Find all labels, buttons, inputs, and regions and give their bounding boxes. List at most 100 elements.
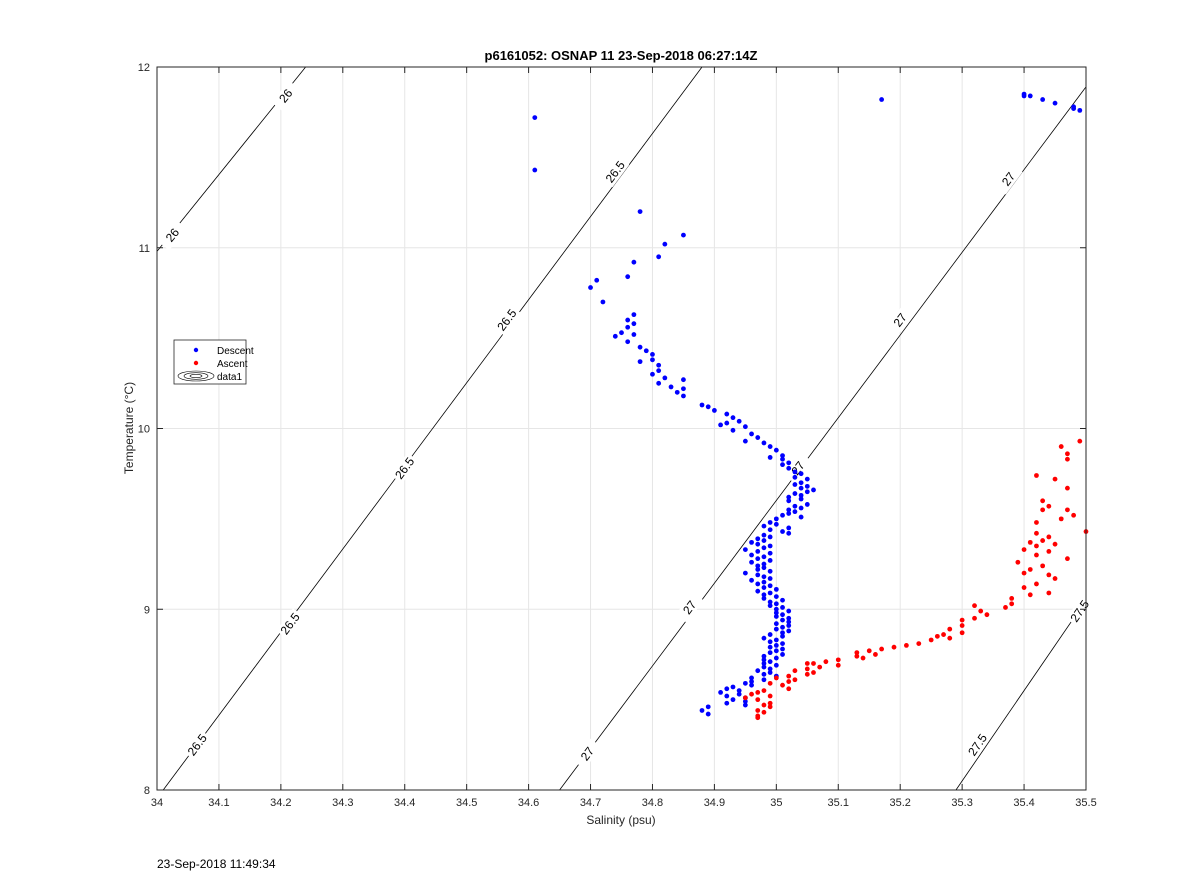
descent-point: [767, 650, 773, 656]
ascent-point: [1003, 605, 1008, 610]
descent-point: [798, 505, 804, 511]
ascent-point: [792, 668, 798, 674]
ascent-point: [1009, 596, 1015, 601]
descent-point: [631, 312, 637, 318]
ascent-point: [866, 648, 872, 654]
ascent-point: [1065, 556, 1070, 562]
descent-point: [786, 498, 792, 504]
contour-line-27: [559, 86, 1087, 791]
descent-point: [780, 612, 785, 618]
descent-point: [792, 509, 798, 515]
contour-label-bg: [994, 163, 1023, 195]
descent-point: [619, 330, 624, 336]
descent-point: [742, 699, 748, 704]
descent-point: [742, 547, 748, 553]
descent-point: [804, 502, 810, 507]
ascent-point: [761, 702, 767, 708]
ascent-point: [1077, 438, 1083, 444]
descent-point: [780, 462, 785, 468]
descent-point: [767, 583, 773, 589]
descent-point: [780, 633, 785, 639]
legend-box: [173, 339, 247, 385]
descent-point: [761, 523, 767, 529]
descent-point: [773, 614, 779, 619]
descent-point: [780, 630, 785, 636]
contour-label-bg: [158, 219, 187, 251]
descent-point: [594, 277, 600, 283]
contour-label-bg: [271, 80, 301, 112]
descent-point: [1071, 106, 1077, 111]
descent-point: [755, 581, 761, 587]
contour-label-bg: [1066, 595, 1094, 627]
ascent-point: [804, 671, 810, 677]
ascent-point: [959, 630, 965, 636]
ascent-point: [860, 655, 866, 661]
contour-label-bg: [886, 304, 915, 336]
descent-point: [656, 380, 662, 386]
ascent-point: [1027, 567, 1033, 572]
ascent-point: [1046, 572, 1052, 578]
descent-point: [631, 259, 637, 265]
descent-point: [780, 652, 785, 657]
descent-point: [656, 362, 662, 368]
descent-point: [761, 538, 767, 543]
descent-point: [804, 489, 810, 495]
x-tick-label: 35.5: [1075, 797, 1096, 809]
descent-point: [761, 653, 767, 659]
descent-point: [786, 494, 792, 500]
descent-point: [761, 561, 767, 567]
descent-point: [761, 596, 767, 601]
descent-point: [761, 532, 767, 538]
descent-point: [724, 420, 730, 426]
ascent-point: [811, 670, 816, 675]
ascent-point: [761, 709, 767, 715]
contour-label-bg: [573, 738, 602, 770]
descent-point: [761, 585, 767, 590]
descent-point: [780, 641, 785, 646]
ascent-point: [1040, 538, 1046, 543]
contour-label-bg: [390, 452, 419, 484]
descent-point: [755, 541, 761, 547]
descent-point: [767, 576, 773, 581]
descent-point: [755, 536, 761, 542]
ascent-point: [873, 652, 878, 657]
descent-point: [705, 711, 711, 717]
descent-point: [650, 371, 655, 377]
descent-point: [773, 601, 779, 607]
descent-point: [767, 444, 773, 449]
ascent-point: [1065, 485, 1070, 491]
descent-point: [767, 644, 773, 650]
descent-point: [773, 662, 779, 668]
descent-point: [724, 411, 730, 417]
descent-point: [662, 375, 668, 381]
x-tick-label: 34.8: [642, 797, 663, 809]
y-tick-label: 12: [138, 62, 150, 74]
descent-point: [767, 590, 773, 596]
x-tick-label: 35: [770, 797, 782, 809]
ascent-point: [767, 693, 773, 699]
ascent-point: [1015, 559, 1021, 565]
contour-icon: [177, 370, 215, 382]
x-tick-label: 34.2: [270, 797, 291, 809]
descent-point: [749, 552, 754, 558]
descent-point: [755, 567, 761, 572]
ascent-point: [1009, 601, 1015, 607]
descent-point: [724, 693, 730, 699]
descent-point: [742, 438, 748, 444]
descent-point: [780, 624, 785, 630]
descent-point: [786, 530, 792, 536]
density-contours: 262626.526.526.526.526.5272727272727.527…: [156, 66, 1094, 791]
descent-point: [681, 377, 686, 383]
legend: Descent Ascent data1: [173, 339, 254, 385]
legend-item-descent: Descent: [193, 346, 254, 357]
ascent-point: [835, 657, 841, 663]
chart-title: p6161052: OSNAP 11 23-Sep-2018 06:27:14Z: [485, 48, 758, 63]
descent-point: [780, 453, 785, 459]
descent-point: [773, 586, 779, 592]
descent-point: [773, 626, 779, 632]
ascent-point: [804, 666, 810, 672]
descent-point: [588, 285, 593, 290]
legend-label-ascent: Ascent: [217, 359, 248, 370]
descent-point: [755, 435, 761, 440]
x-tick-label: 34.9: [704, 797, 725, 809]
